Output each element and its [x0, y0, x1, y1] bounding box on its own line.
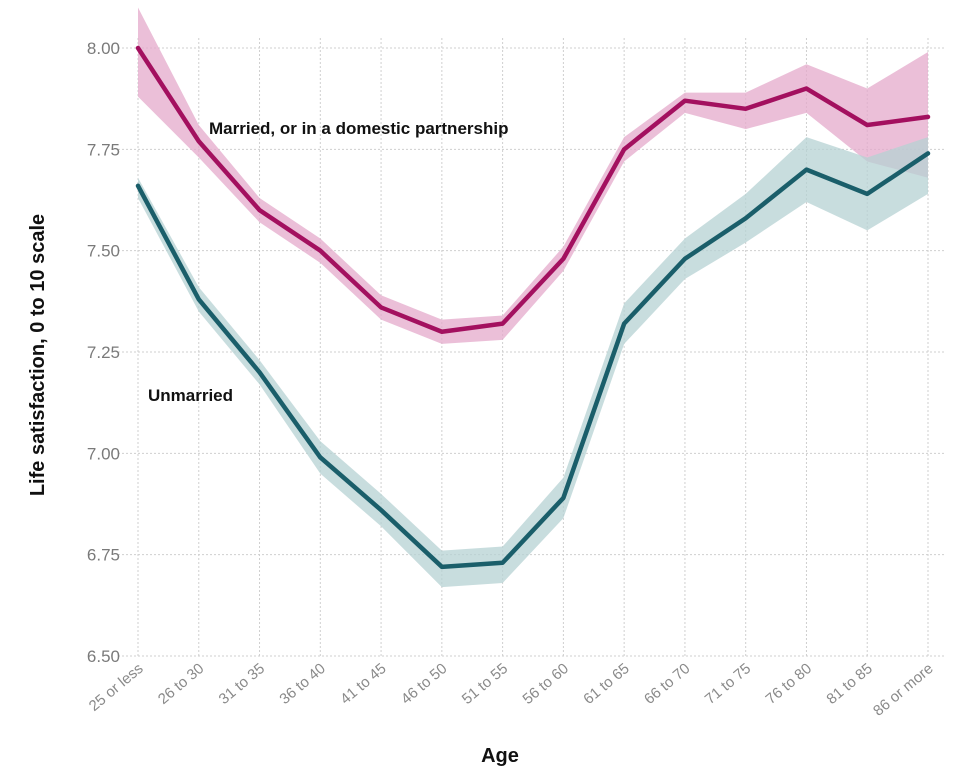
x-tick-label: 76 to 80 — [763, 660, 815, 708]
x-tick-label: 46 to 50 — [398, 660, 450, 708]
confidence-band-unmarried — [138, 137, 928, 588]
series-label-married: Married, or in a domestic partnership — [209, 119, 508, 138]
x-tick-label: 71 to 75 — [702, 660, 754, 708]
series-line-unmarried — [135, 151, 931, 570]
confidence-bands — [138, 7, 928, 588]
y-tick-label: 6.50 — [87, 647, 120, 666]
x-tick-label: 56 to 60 — [519, 660, 571, 708]
x-tick-label: 36 to 40 — [276, 660, 328, 708]
y-axis-title: Life satisfaction, 0 to 10 scale — [27, 214, 49, 496]
x-tick-label: 86 or more — [870, 660, 937, 720]
y-axis-ticks: 6.50 6.75 7.00 7.25 7.50 7.75 8.00 — [87, 39, 120, 666]
x-tick-label: 66 to 70 — [641, 660, 693, 708]
x-tick-label: 81 to 85 — [823, 660, 875, 708]
series-lines — [135, 45, 931, 570]
series-line-married — [135, 45, 931, 334]
x-tick-label: 31 to 35 — [216, 660, 268, 708]
series-label-unmarried: Unmarried — [148, 386, 233, 405]
x-tick-label: 51 to 55 — [459, 660, 511, 708]
y-tick-label: 6.75 — [87, 546, 120, 565]
y-tick-label: 8.00 — [87, 39, 120, 58]
x-axis-ticks: 25 or less 26 to 30 31 to 35 36 to 40 41 to … — [86, 660, 937, 720]
y-tick-label: 7.00 — [87, 444, 120, 463]
y-tick-label: 7.50 — [87, 242, 120, 261]
confidence-band-married — [138, 7, 928, 344]
y-tick-label: 7.75 — [87, 140, 120, 159]
y-tick-label: 7.25 — [87, 343, 120, 362]
x-tick-label: 26 to 30 — [155, 660, 207, 708]
gridlines — [118, 38, 946, 657]
x-axis-title: Age — [481, 745, 519, 767]
x-tick-label: 41 to 45 — [337, 660, 389, 708]
x-tick-label: 61 to 65 — [580, 660, 632, 708]
x-tick-label: 25 or less — [86, 660, 147, 715]
